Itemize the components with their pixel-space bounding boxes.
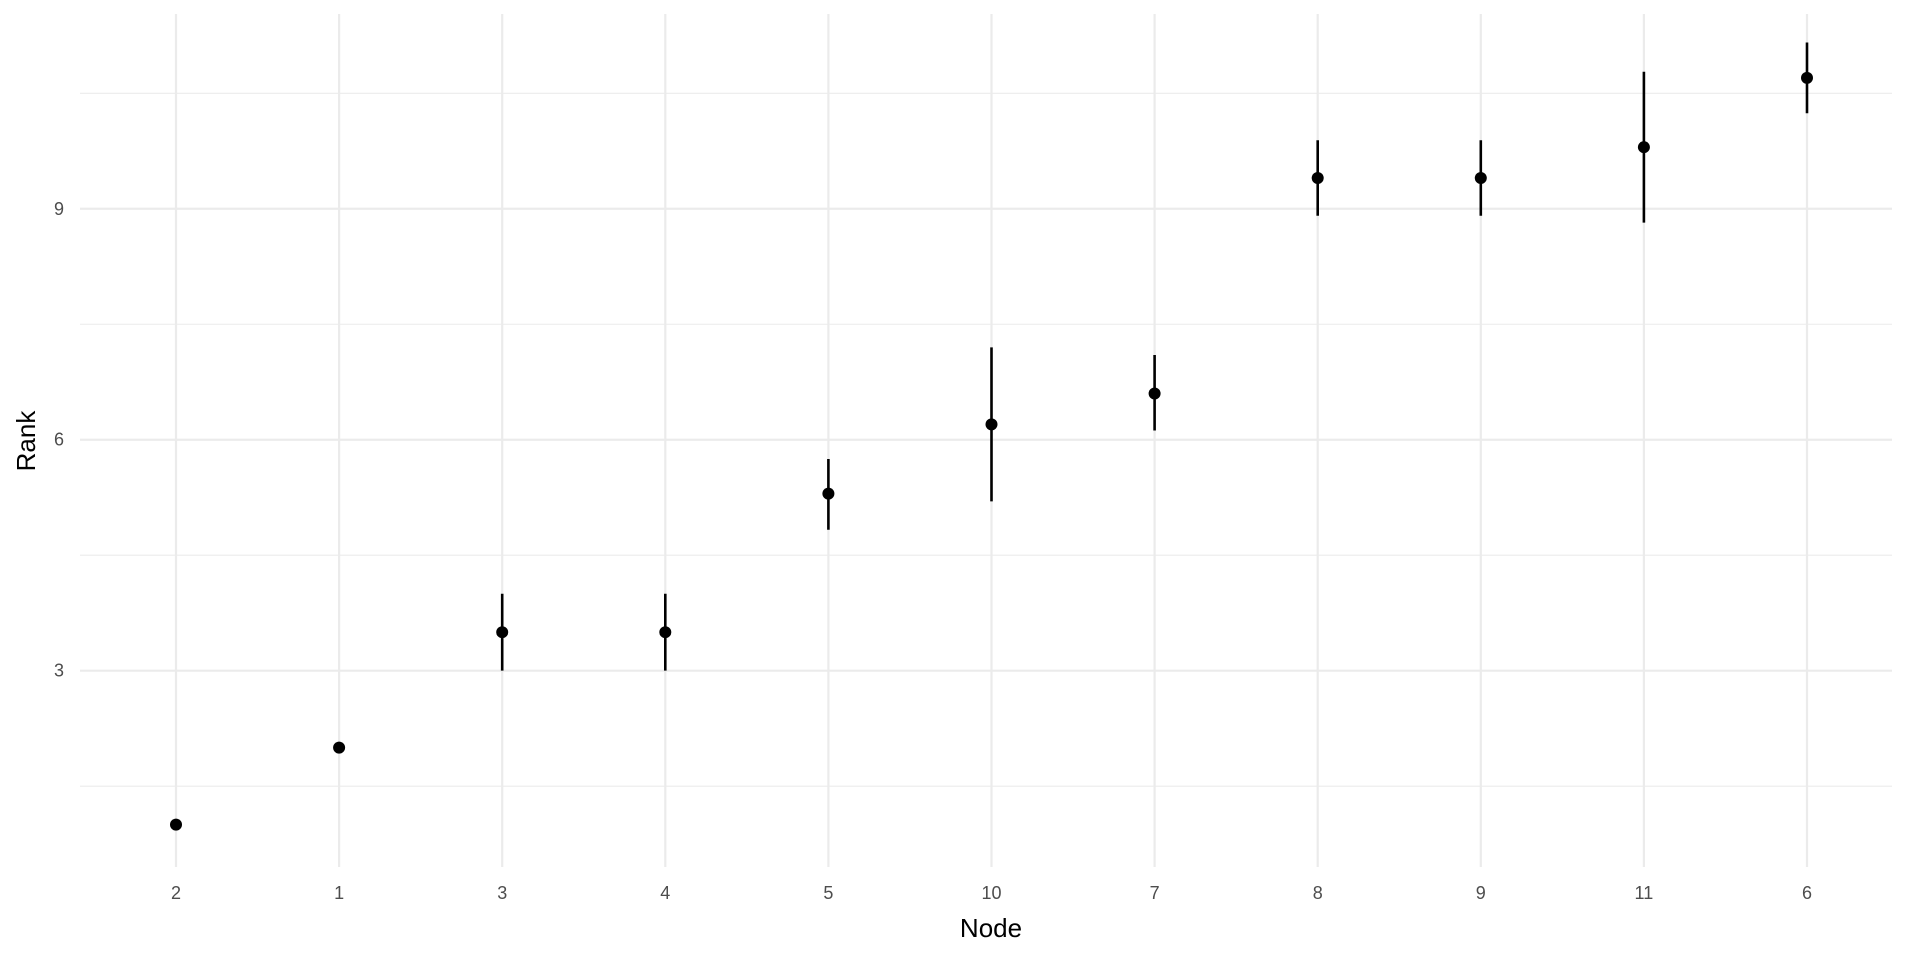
data-point [1148,387,1161,400]
x-tick-label: 11 [1635,883,1654,903]
x-tick-labels: 2 1 3 4 5 10 7 8 9 11 6 [171,883,1812,903]
y-tick-label: 3 [54,661,64,681]
data-point [1801,71,1813,84]
x-tick-label: 3 [497,883,507,903]
y-tick-label: 9 [54,199,64,219]
x-tick-label: 5 [823,883,833,903]
y-axis-title: Rank [11,410,41,472]
x-tick-label: 9 [1476,883,1486,903]
data-points [170,71,1813,831]
x-tick-label: 8 [1313,883,1323,903]
data-point [985,418,998,431]
data-point [333,741,346,754]
x-tick-label: 1 [334,883,344,903]
y-tick-label: 6 [54,430,64,450]
x-axis-title: Node [960,913,1022,943]
data-point [1637,141,1650,154]
x-tick-label: 4 [660,883,670,903]
data-point [822,487,835,500]
data-point [1474,171,1487,184]
data-point [659,626,672,639]
data-point [170,818,182,831]
x-tick-label: 7 [1150,883,1160,903]
data-point [496,626,509,639]
x-tick-label: 10 [981,883,1001,903]
grid-layer [80,14,1892,867]
data-point [1311,171,1324,184]
x-tick-label: 6 [1802,883,1812,903]
x-tick-label: 2 [171,883,181,903]
y-tick-labels: 3 6 9 [54,199,64,681]
